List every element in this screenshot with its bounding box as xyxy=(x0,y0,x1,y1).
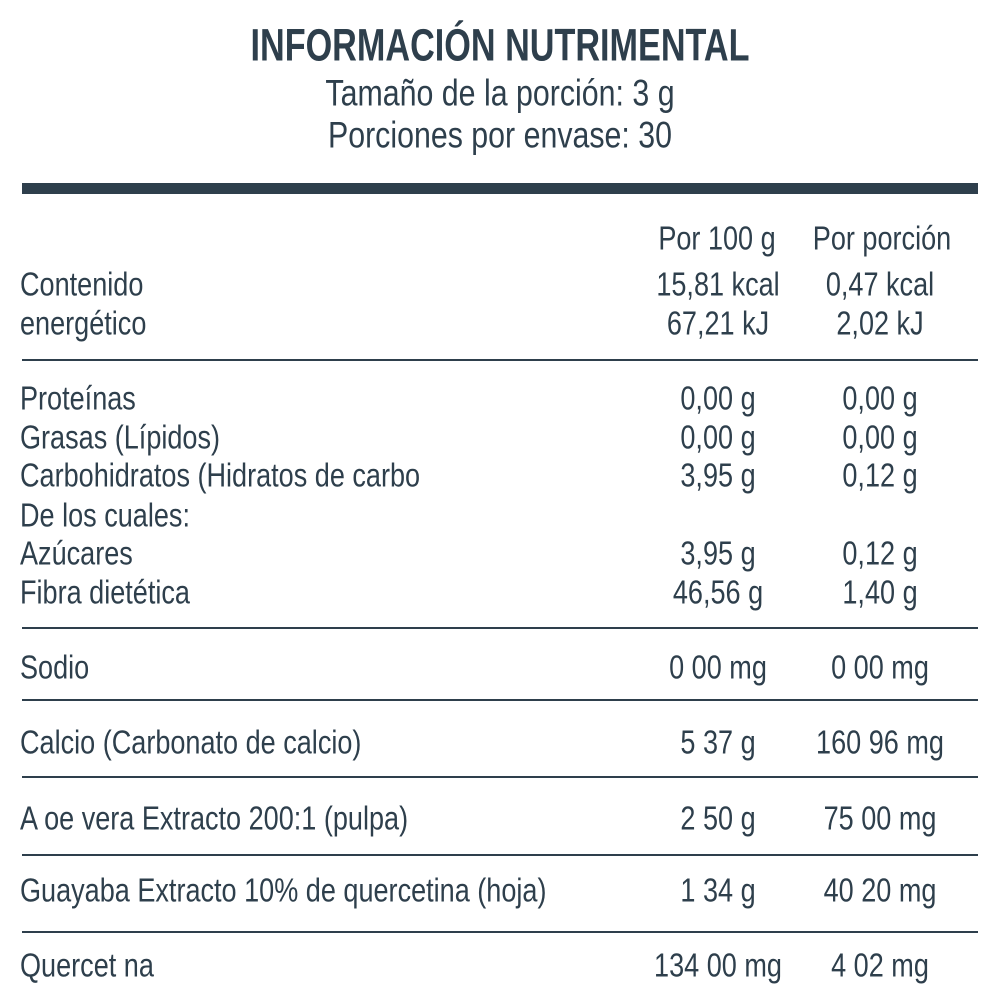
row-label: Sodio xyxy=(20,648,90,686)
row-label: Guayaba Extracto 10% de quercetina (hoja… xyxy=(20,871,547,909)
value-per-100g: 46,56 g xyxy=(672,573,764,611)
value-per-100g: 134 00 mg xyxy=(654,946,782,984)
value-per-serving: 40 20 mg xyxy=(823,871,937,909)
row-label: Contenido xyxy=(20,265,144,303)
row-label: A oe vera Extracto 200:1 (pulpa) xyxy=(20,799,409,837)
value-per-100g: 15,81 kcal xyxy=(656,265,780,303)
value-per-serving: 0,00 g xyxy=(842,379,918,417)
divider xyxy=(22,854,978,856)
column-header: Por 100 g xyxy=(658,219,776,257)
value-per-serving: 0,12 g xyxy=(842,534,918,572)
header-bar xyxy=(22,183,978,194)
value-per-100g: 0 00 mg xyxy=(669,648,767,686)
row-label: Azúcares xyxy=(20,534,133,572)
value-per-100g: 3,95 g xyxy=(680,534,756,572)
value-per-serving: 1,40 g xyxy=(842,573,918,611)
divider xyxy=(22,931,978,933)
value-per-serving: 0,00 g xyxy=(842,418,918,456)
value-per-serving: 160 96 mg xyxy=(816,723,944,761)
value-per-serving: 4 02 mg xyxy=(831,946,929,984)
row-label: energético xyxy=(20,304,147,342)
row-label: Calcio (Carbonato de calcio) xyxy=(20,723,362,761)
value-per-serving: 75 00 mg xyxy=(823,799,937,837)
row-label: Quercet na xyxy=(20,946,154,984)
value-per-serving: 0 00 mg xyxy=(831,648,929,686)
row-label: Fibra dietética xyxy=(20,573,190,611)
value-per-100g: 2 50 g xyxy=(680,799,756,837)
divider xyxy=(22,359,978,361)
serving-size: Tamaño de la porción: 3 g xyxy=(325,72,675,114)
value-per-100g: 0,00 g xyxy=(680,379,756,417)
row-label: Proteínas xyxy=(20,379,136,417)
servings-per-container: Porciones por envase: 30 xyxy=(327,114,673,156)
divider xyxy=(22,627,978,629)
row-label: De los cuales: xyxy=(20,496,190,534)
value-per-100g: 3,95 g xyxy=(680,456,756,494)
value-per-serving: 0,47 kcal xyxy=(825,265,935,303)
title: INFORMACIÓN NUTRIMENTAL xyxy=(250,19,750,71)
value-per-100g: 1 34 g xyxy=(680,871,756,909)
value-per-100g: 0,00 g xyxy=(680,418,756,456)
value-per-serving: 0,12 g xyxy=(842,456,918,494)
value-per-serving: 2,02 kJ xyxy=(836,304,924,342)
divider xyxy=(22,776,978,778)
row-label: Grasas (Lípidos) xyxy=(20,418,221,456)
value-per-100g: 5 37 g xyxy=(680,723,756,761)
row-label: Carbohidratos (Hidratos de carbo xyxy=(20,456,421,494)
value-per-100g: 67,21 kJ xyxy=(666,304,770,342)
divider xyxy=(22,699,978,701)
column-header: Por porción xyxy=(812,219,952,257)
